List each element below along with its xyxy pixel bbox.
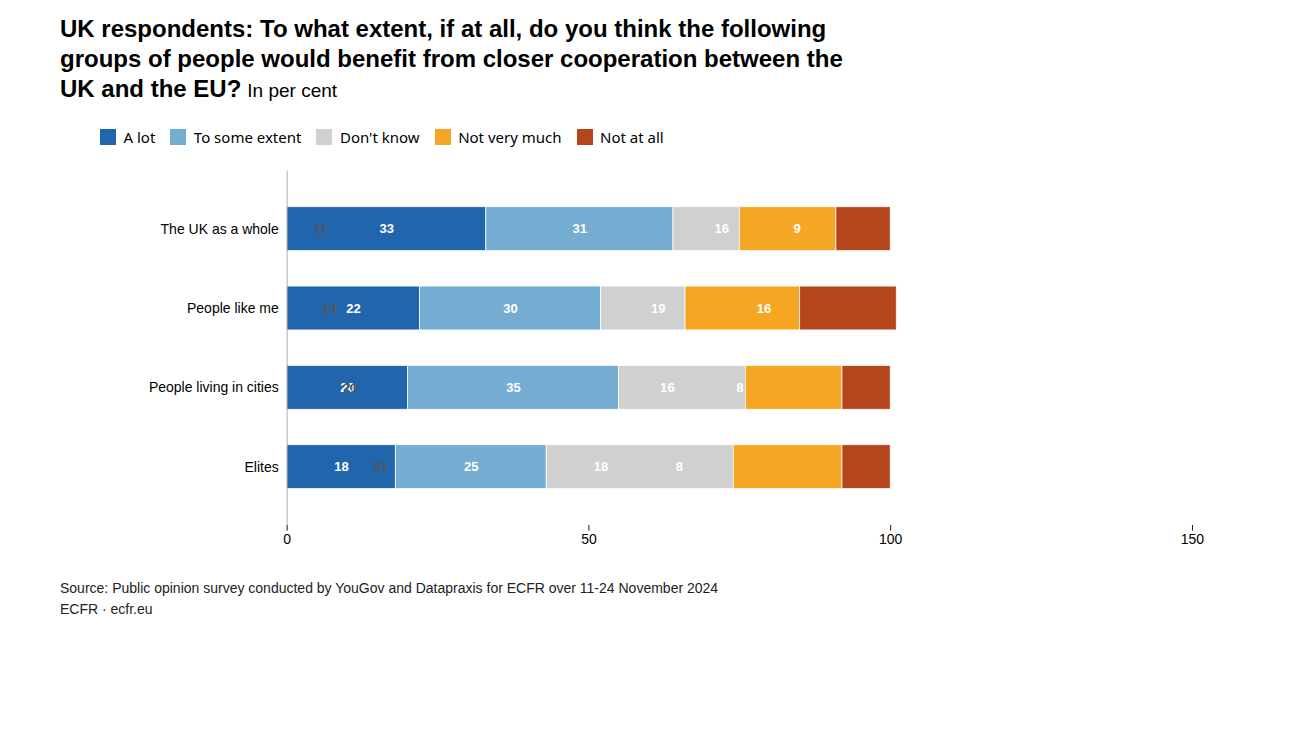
svg-text:31: 31: [373, 459, 388, 474]
svg-text:18: 18: [334, 459, 349, 474]
html-text:UK respondents: To what extent: UK respondents: To what extent, if at al…: [60, 15, 843, 102]
svg-text:8: 8: [736, 379, 743, 394]
svg-text:14: 14: [322, 300, 337, 315]
svg-text:People living in cities: People living in cities: [149, 379, 279, 395]
svg-text:19: 19: [651, 300, 666, 315]
svg-text:0: 0: [283, 530, 291, 546]
svg-text:16: 16: [714, 221, 729, 236]
html-text:Don't know: Don't know: [339, 126, 420, 147]
html-text:Source: Public opinion survey: Source: Public opinion survey conducted …: [60, 579, 719, 596]
svg-text:8: 8: [676, 459, 683, 474]
svg-text:16: 16: [660, 379, 675, 394]
svg-text:100: 100: [879, 530, 903, 546]
svg-text:21: 21: [343, 379, 358, 394]
svg-text:16: 16: [757, 300, 772, 315]
svg-text:25: 25: [464, 459, 479, 474]
svg-text:The UK as a whole: The UK as a whole: [161, 220, 279, 236]
svg-text:11: 11: [313, 221, 327, 236]
svg-text:18: 18: [594, 459, 609, 474]
svg-text:22: 22: [346, 300, 361, 315]
svg-text:9: 9: [794, 221, 801, 236]
html-text:To some extent: To some extent: [193, 126, 302, 147]
svg-text:33: 33: [379, 221, 394, 236]
html-text:ECFR · ecfr.eu: ECFR · ecfr.eu: [60, 600, 153, 617]
svg-text:Elites: Elites: [245, 458, 279, 474]
svg-text:150: 150: [1181, 530, 1205, 546]
html-text:Not very much: Not very much: [458, 126, 562, 147]
svg-text:31: 31: [573, 221, 588, 236]
html-text:Not at all: Not at all: [600, 126, 664, 147]
html-text:A lot: A lot: [123, 126, 156, 147]
svg-text:People like me: People like me: [187, 299, 279, 315]
svg-text:50: 50: [581, 530, 597, 546]
svg-text:30: 30: [503, 300, 518, 315]
svg-text:35: 35: [506, 379, 521, 394]
